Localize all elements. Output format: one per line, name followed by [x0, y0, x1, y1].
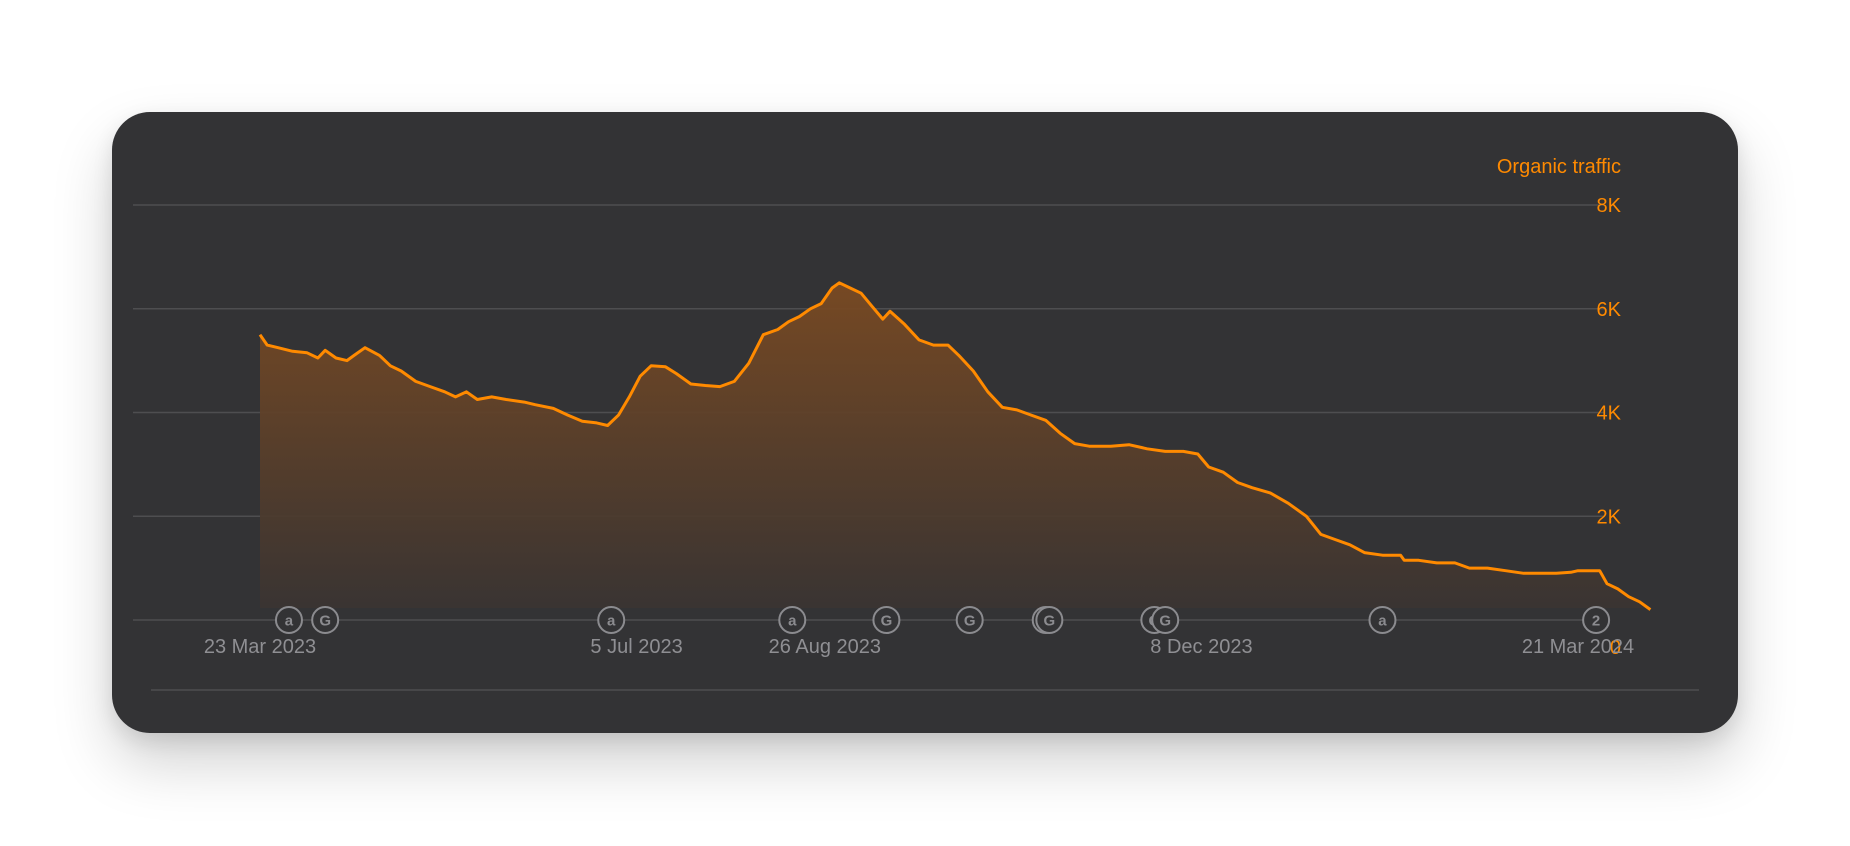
marker-label: a [1378, 613, 1387, 630]
marker-label: G [964, 613, 976, 630]
y-tick-label: 8K [1597, 195, 1622, 217]
x-tick-label: 8 Dec 2023 [1150, 636, 1252, 658]
x-axis-ticks: 23 Mar 2023 5 Jul 2023 26 Aug 2023 8 Dec 20… [204, 636, 1634, 658]
marker-label: a [285, 613, 294, 630]
grouped-updates-marker: 2 [1582, 606, 1611, 634]
google-update-marker: G [1035, 606, 1064, 634]
y-axis-ticks: 0 2K 4K 6K 8K [1597, 195, 1622, 659]
marker-circle [1368, 606, 1397, 634]
ahrefs-update-marker: a [597, 606, 626, 634]
marker-circle [311, 606, 340, 634]
legend-series-name: Organic traffic [1497, 156, 1621, 178]
marker-circle [597, 606, 626, 634]
annotation-markers: aGaaGGGGGGa2 [274, 606, 1611, 634]
marker-circle [1151, 606, 1180, 634]
google-update-marker: G [872, 606, 901, 634]
marker-circle [1035, 606, 1064, 634]
marker-label: a [607, 613, 616, 630]
y-tick-label: 0 [1610, 637, 1621, 659]
marker-label: G [1044, 613, 1056, 630]
y-tick-label: 4K [1597, 403, 1622, 425]
x-tick-label: 21 Mar 2024 [1522, 636, 1634, 658]
marker-label: G [881, 613, 893, 630]
x-tick-label: 23 Mar 2023 [204, 636, 316, 658]
marker-label: G [319, 613, 331, 630]
google-update-marker: G [1151, 606, 1180, 634]
series-line [258, 281, 1652, 611]
y-tick-label: 2K [1597, 506, 1622, 528]
ahrefs-update-marker: a [1368, 606, 1397, 634]
x-tick-label: 26 Aug 2023 [769, 636, 881, 658]
marker-circle [274, 606, 303, 634]
google-update-marker: G [311, 606, 340, 634]
ahrefs-update-marker: a [778, 606, 807, 634]
marker-circle [955, 606, 984, 634]
marker-circle [1582, 606, 1611, 634]
google-update-marker: G [955, 606, 984, 634]
marker-label: a [788, 613, 797, 630]
marker-label: G [1159, 613, 1171, 630]
marker-circle [778, 606, 807, 634]
marker-circle [872, 606, 901, 634]
series-area [260, 282, 1651, 610]
y-tick-label: 6K [1597, 299, 1622, 321]
x-tick-label: 5 Jul 2023 [590, 636, 682, 658]
marker-label: 2 [1592, 613, 1600, 630]
ahrefs-update-marker: a [274, 606, 303, 634]
